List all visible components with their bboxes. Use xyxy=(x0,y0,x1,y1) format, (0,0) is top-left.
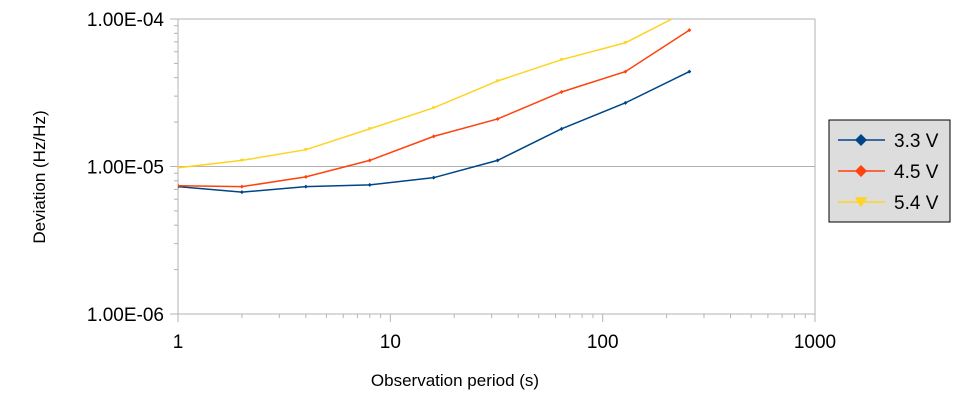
legend-entry: 5.4 V xyxy=(838,193,939,214)
axes xyxy=(170,18,816,322)
data-point xyxy=(303,148,308,152)
data-point xyxy=(239,190,244,195)
data-point xyxy=(431,134,436,139)
y-tick-label: 1.00E-04 xyxy=(87,10,165,31)
data-point xyxy=(559,126,564,131)
data-point xyxy=(431,106,436,110)
data-point xyxy=(623,69,628,74)
data-point xyxy=(367,158,372,163)
x-tick-label: 1 xyxy=(173,332,184,353)
series-layer xyxy=(178,19,692,195)
tick-labels: 1 10 100 1000 1.00E-06 1.00E-05 1.00E-04 xyxy=(87,10,836,353)
data-point xyxy=(623,41,628,45)
data-point xyxy=(303,174,308,179)
data-point xyxy=(239,184,244,189)
x-tick-label: 10 xyxy=(380,332,401,353)
data-point xyxy=(239,158,244,163)
y-tick-label: 1.00E-06 xyxy=(87,305,164,326)
legend-label: 3.3 V xyxy=(894,131,939,152)
data-point xyxy=(559,58,564,62)
data-point xyxy=(855,165,867,177)
legend-label: 5.4 V xyxy=(894,193,939,214)
series-1 xyxy=(178,28,692,189)
data-point xyxy=(431,175,436,180)
data-point xyxy=(178,183,180,188)
legend-entry: 4.5 V xyxy=(838,162,939,183)
legend-label: 4.5 V xyxy=(894,162,939,183)
x-axis-title: Observation period (s) xyxy=(371,371,539,390)
legend: 3.3 V 4.5 V 5.4 V xyxy=(828,119,951,223)
data-point xyxy=(687,28,692,33)
data-point xyxy=(367,127,372,131)
series-2 xyxy=(178,19,674,170)
y-tick-label: 1.00E-05 xyxy=(87,158,164,179)
data-point xyxy=(303,184,308,189)
legend-entry: 3.3 V xyxy=(838,131,939,152)
data-point xyxy=(495,158,500,163)
y-axis-title: Deviation (Hz/Hz) xyxy=(30,110,49,243)
data-point xyxy=(367,182,372,187)
data-point xyxy=(495,79,500,83)
series-0 xyxy=(178,69,692,195)
data-point xyxy=(495,116,500,121)
data-point xyxy=(178,166,180,170)
data-point xyxy=(855,134,867,146)
x-tick-label: 100 xyxy=(587,332,619,353)
data-point xyxy=(559,89,564,94)
data-point xyxy=(855,197,867,208)
data-point xyxy=(623,100,628,105)
x-tick-label: 1000 xyxy=(794,332,836,353)
data-point xyxy=(687,69,692,74)
